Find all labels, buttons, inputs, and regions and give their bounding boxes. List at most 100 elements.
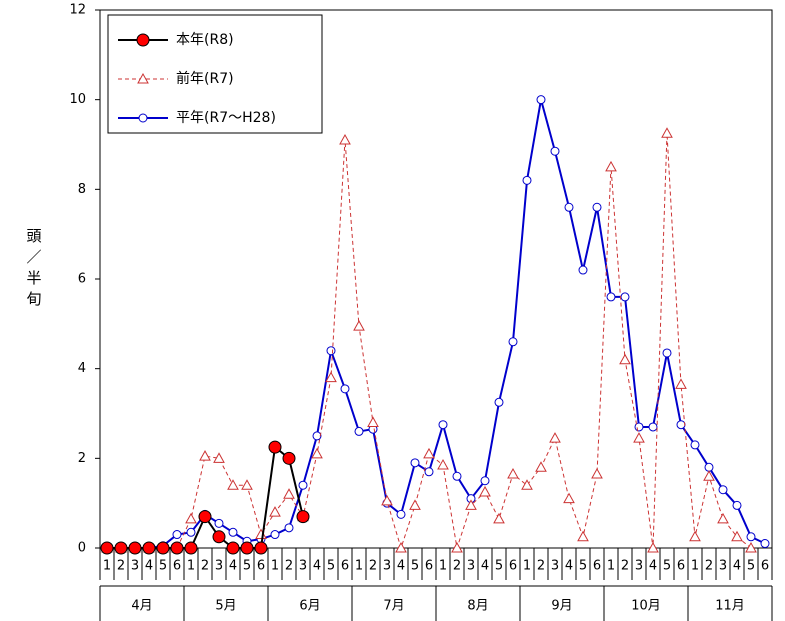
x-tick-label: 3 (467, 559, 475, 574)
marker (703, 470, 715, 481)
marker (676, 420, 686, 430)
x-tick-label: 2 (453, 559, 461, 574)
x-tick-label: 1 (607, 559, 615, 574)
marker (184, 541, 198, 555)
group-label: 5月 (215, 599, 236, 614)
marker (340, 384, 350, 394)
group-label: 10月 (631, 599, 661, 614)
legend: 本年(R8) 前年(R7) 平年(R7～H28) (107, 14, 323, 134)
marker (494, 397, 504, 407)
marker (254, 541, 268, 555)
marker (114, 541, 128, 555)
x-tick-label: 4 (733, 559, 741, 574)
x-tick-label: 2 (537, 559, 545, 574)
x-tick-label: 4 (397, 559, 405, 574)
marker (578, 265, 588, 275)
marker (284, 523, 294, 533)
marker (198, 510, 212, 524)
marker (424, 467, 434, 477)
marker (142, 541, 156, 555)
x-tick-label: 5 (159, 559, 167, 574)
marker (549, 432, 561, 443)
marker (137, 72, 149, 84)
x-tick-label: 4 (229, 559, 237, 574)
marker (381, 494, 393, 506)
marker (563, 492, 575, 504)
marker (536, 95, 546, 105)
marker (354, 426, 364, 436)
marker (282, 451, 296, 465)
marker (732, 500, 742, 510)
marker (661, 127, 673, 138)
marker (731, 530, 743, 542)
marker (550, 146, 560, 156)
marker (718, 485, 728, 495)
x-tick-label: 2 (201, 559, 209, 574)
marker (592, 202, 602, 212)
marker (325, 371, 337, 383)
marker (226, 541, 240, 555)
marker (283, 488, 295, 499)
marker (138, 113, 148, 123)
marker (240, 541, 254, 555)
marker (212, 530, 226, 544)
marker (620, 292, 630, 302)
y-tick-label: 4 (78, 361, 86, 376)
x-tick-label: 3 (719, 559, 727, 574)
marker (367, 416, 379, 427)
marker (577, 530, 589, 542)
marker (339, 133, 351, 145)
x-tick-label: 5 (243, 559, 251, 574)
y-tick-label: 6 (78, 272, 86, 287)
group-label: 4月 (131, 599, 152, 614)
x-tick-label: 6 (677, 559, 685, 574)
x-tick-label: 4 (481, 559, 489, 574)
group-label: 9月 (551, 599, 572, 614)
marker (508, 337, 518, 347)
marker (410, 458, 420, 468)
marker (564, 202, 574, 212)
y-tick-label: 10 (69, 92, 86, 107)
x-tick-label: 2 (285, 559, 293, 574)
x-tick-label: 1 (271, 559, 279, 574)
marker (760, 539, 770, 549)
x-tick-label: 1 (523, 559, 531, 574)
legend-label: 平年(R7～H28) (176, 110, 276, 126)
marker (228, 527, 238, 537)
x-tick-label: 4 (649, 559, 657, 574)
marker (535, 461, 547, 472)
group-label: 7月 (383, 599, 404, 614)
x-tick-label: 4 (313, 559, 321, 574)
marker (507, 467, 519, 479)
marker (689, 530, 701, 542)
marker (268, 440, 282, 454)
marker (396, 509, 406, 519)
marker (213, 452, 225, 463)
x-tick-label: 5 (495, 559, 503, 574)
group-label: 11月 (715, 599, 745, 614)
marker (690, 440, 700, 450)
x-tick-label: 1 (355, 559, 363, 574)
marker (647, 541, 659, 553)
x-tick-label: 2 (117, 559, 125, 574)
marker (619, 353, 631, 365)
marker (465, 499, 477, 510)
x-tick-label: 6 (341, 559, 349, 574)
marker (270, 530, 280, 540)
x-tick-label: 3 (551, 559, 559, 574)
marker (605, 160, 617, 172)
x-tick-label: 1 (691, 559, 699, 574)
x-tick-label: 6 (761, 559, 769, 574)
x-tick-label: 4 (145, 559, 153, 574)
x-tick-label: 6 (425, 559, 433, 574)
group-label: 8月 (467, 599, 488, 614)
marker (479, 485, 491, 497)
marker (395, 541, 407, 553)
marker (199, 450, 211, 461)
marker (704, 462, 714, 472)
marker (296, 510, 310, 524)
x-tick-label: 1 (103, 559, 111, 574)
marker (170, 541, 184, 555)
marker (480, 476, 490, 486)
